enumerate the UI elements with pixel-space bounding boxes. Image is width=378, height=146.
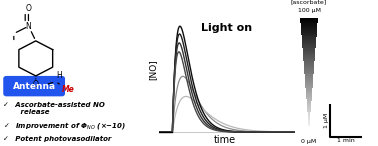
Text: 1 μM: 1 μM xyxy=(324,113,329,128)
Text: 1 min: 1 min xyxy=(337,138,355,143)
Text: O: O xyxy=(33,80,39,89)
Bar xyxy=(308,120,310,122)
Bar xyxy=(304,61,314,63)
FancyBboxPatch shape xyxy=(3,76,65,96)
Bar xyxy=(305,80,313,82)
Bar xyxy=(305,78,313,80)
Bar xyxy=(307,101,311,103)
Bar xyxy=(308,114,310,116)
Bar xyxy=(306,97,312,99)
Bar xyxy=(302,35,316,36)
Text: Me: Me xyxy=(62,85,74,94)
Bar xyxy=(308,116,310,118)
Text: [NO]: [NO] xyxy=(149,60,158,80)
Bar xyxy=(304,59,314,61)
Bar xyxy=(302,42,316,44)
Bar xyxy=(308,112,310,114)
Bar xyxy=(301,27,317,29)
Text: H: H xyxy=(56,71,62,80)
Bar xyxy=(306,88,312,90)
Bar xyxy=(306,93,312,95)
Text: time: time xyxy=(214,135,236,145)
Bar xyxy=(302,36,316,38)
Bar xyxy=(304,73,314,74)
Text: [ascorbate]: [ascorbate] xyxy=(291,0,327,4)
Bar xyxy=(304,65,314,67)
Bar xyxy=(303,50,315,52)
Bar xyxy=(304,63,314,65)
Bar xyxy=(301,33,317,35)
Bar xyxy=(302,44,316,46)
Bar xyxy=(305,86,313,88)
Text: 100 μM: 100 μM xyxy=(297,8,321,13)
Bar xyxy=(306,90,312,92)
FancyArrowPatch shape xyxy=(50,77,59,82)
Text: ✓   Potent photovasodilator: ✓ Potent photovasodilator xyxy=(3,136,112,142)
Bar xyxy=(301,31,317,33)
Bar xyxy=(301,19,318,21)
Bar xyxy=(301,29,317,31)
Bar xyxy=(307,103,311,105)
Bar xyxy=(305,82,313,84)
Bar xyxy=(305,74,313,76)
Text: O: O xyxy=(25,4,31,13)
Bar xyxy=(308,126,310,128)
Bar xyxy=(302,38,316,40)
Bar xyxy=(303,57,315,59)
Bar xyxy=(307,105,311,107)
Text: 0 μM: 0 μM xyxy=(301,139,317,144)
Bar xyxy=(308,122,310,124)
Bar xyxy=(308,124,310,126)
Text: Antenna: Antenna xyxy=(12,82,56,91)
Bar xyxy=(301,21,318,23)
Bar xyxy=(303,54,315,55)
Bar xyxy=(301,25,317,27)
Bar xyxy=(306,92,312,93)
Bar xyxy=(307,107,311,109)
Bar xyxy=(304,69,314,71)
Bar xyxy=(302,40,316,42)
Text: N: N xyxy=(26,22,31,31)
Bar xyxy=(303,55,315,57)
Bar xyxy=(306,95,312,97)
Bar xyxy=(303,52,315,54)
Bar xyxy=(302,46,316,48)
Bar xyxy=(302,48,316,50)
Bar xyxy=(301,23,318,25)
Bar xyxy=(300,18,318,19)
Bar xyxy=(305,76,313,78)
Bar xyxy=(308,118,310,120)
Text: ✓   Improvement of Φ$_{NO}$ (×~10): ✓ Improvement of Φ$_{NO}$ (×~10) xyxy=(3,120,126,131)
Text: ✓   Ascorbate-assisted NO
       release: ✓ Ascorbate-assisted NO release xyxy=(3,101,105,115)
Bar xyxy=(307,111,311,112)
Bar xyxy=(304,71,314,73)
Bar xyxy=(304,67,314,69)
Text: Light on: Light on xyxy=(201,23,253,33)
Bar xyxy=(305,84,313,86)
Bar xyxy=(307,99,311,101)
Bar xyxy=(307,109,311,111)
